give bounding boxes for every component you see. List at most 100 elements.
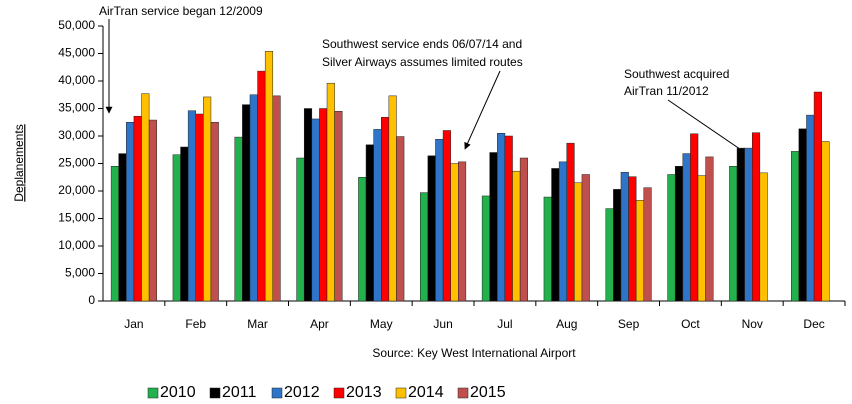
- bar: [481, 195, 490, 302]
- y-axis-label: Deplanements: [12, 124, 26, 201]
- bar: [172, 154, 181, 302]
- bar: [110, 166, 119, 302]
- y-tick-label: 15,000: [58, 211, 95, 225]
- bar: [759, 172, 768, 302]
- bar: [296, 157, 305, 302]
- bar: [326, 82, 335, 302]
- legend-label: 2011: [222, 384, 257, 401]
- bar: [729, 166, 738, 302]
- bar: [806, 114, 815, 302]
- annotation-arrow: [464, 70, 501, 150]
- legend-label: 2013: [346, 384, 382, 401]
- x-tick-label: Mar: [247, 317, 268, 331]
- bar: [635, 200, 645, 302]
- bar: [581, 174, 590, 302]
- bar: [821, 141, 830, 302]
- bar: [234, 136, 243, 302]
- bar: [643, 187, 652, 302]
- bar: [442, 130, 451, 302]
- x-tick-label: Nov: [742, 317, 763, 331]
- bar: [674, 166, 684, 302]
- bar: [512, 170, 521, 302]
- legend-label: 2014: [408, 384, 444, 401]
- legend-label: 2012: [284, 384, 320, 401]
- bar: [195, 113, 204, 302]
- x-tick-label: Dec: [803, 317, 824, 331]
- x-tick-label: Aug: [556, 317, 577, 331]
- bar: [620, 172, 629, 302]
- legend-swatch: [333, 387, 345, 399]
- bar: [381, 117, 390, 302]
- x-tick-label: Apr: [310, 317, 329, 331]
- bar: [358, 177, 367, 302]
- y-tick-label: 0: [88, 293, 95, 307]
- annotation: Southwest acquired: [624, 67, 729, 81]
- bar: [272, 95, 281, 302]
- legend-swatch: [395, 387, 407, 399]
- bar: [264, 51, 274, 302]
- bar: [791, 151, 800, 302]
- bar: [334, 111, 343, 302]
- y-tick-label: 25,000: [58, 156, 95, 170]
- bar: [450, 163, 459, 302]
- x-tick-label: Sep: [618, 317, 640, 331]
- bar: [543, 196, 552, 302]
- bar: [210, 122, 219, 302]
- legend-swatch: [271, 387, 283, 399]
- y-tick-label: 40,000: [58, 73, 95, 87]
- bar: [365, 144, 374, 302]
- bar: [667, 174, 676, 302]
- bar: [628, 176, 637, 302]
- annotation: AirTran service began 12/2009: [99, 4, 263, 18]
- bar: [118, 153, 127, 302]
- source: Source: Key West International Airport: [372, 346, 576, 360]
- bar: [133, 115, 142, 302]
- bar: [558, 161, 568, 302]
- bar: [813, 91, 822, 302]
- bar: [613, 189, 622, 302]
- y-tick-label: 45,000: [58, 46, 95, 60]
- bar: [566, 142, 575, 302]
- x-tick-label: May: [370, 317, 393, 331]
- bar: [682, 153, 691, 302]
- bar: [187, 110, 196, 302]
- bar: [458, 161, 467, 302]
- x-tick-label: Jan: [124, 317, 143, 331]
- bar: [148, 119, 157, 302]
- legend-label: 2010: [160, 384, 196, 401]
- bar: [605, 208, 614, 302]
- bar: [126, 122, 135, 302]
- x-tick-label: Jun: [433, 317, 452, 331]
- bar: [504, 135, 513, 302]
- bar: [257, 70, 266, 302]
- bar: [420, 192, 429, 302]
- legend-swatch: [209, 387, 221, 399]
- annotation: Southwest service ends 06/07/14 and: [322, 37, 522, 51]
- bar: [705, 156, 714, 302]
- legend-swatch: [147, 387, 159, 399]
- annotation: AirTran 11/2012: [624, 84, 709, 98]
- y-tick-label: 50,000: [58, 18, 95, 32]
- bar: [427, 155, 436, 302]
- y-tick-label: 30,000: [58, 128, 95, 142]
- annotation: Silver Airways assumes limited routes: [322, 55, 523, 69]
- y-tick-label: 5,000: [65, 266, 95, 280]
- x-tick-label: Oct: [681, 317, 700, 331]
- bar: [697, 175, 706, 302]
- bar: [373, 129, 382, 302]
- bar: [249, 94, 258, 302]
- bar: [311, 118, 320, 302]
- legend-swatch: [457, 387, 469, 399]
- bar: [690, 133, 699, 302]
- x-tick-label: Feb: [185, 317, 206, 331]
- bar: [752, 132, 761, 302]
- bar: [435, 139, 444, 302]
- bar: [497, 133, 506, 302]
- x-tick-label: Jul: [497, 317, 512, 331]
- bar: [798, 128, 807, 302]
- bar: [141, 93, 150, 302]
- bar: [303, 108, 313, 302]
- bar: [574, 182, 583, 302]
- y-tick-label: 35,000: [58, 101, 95, 115]
